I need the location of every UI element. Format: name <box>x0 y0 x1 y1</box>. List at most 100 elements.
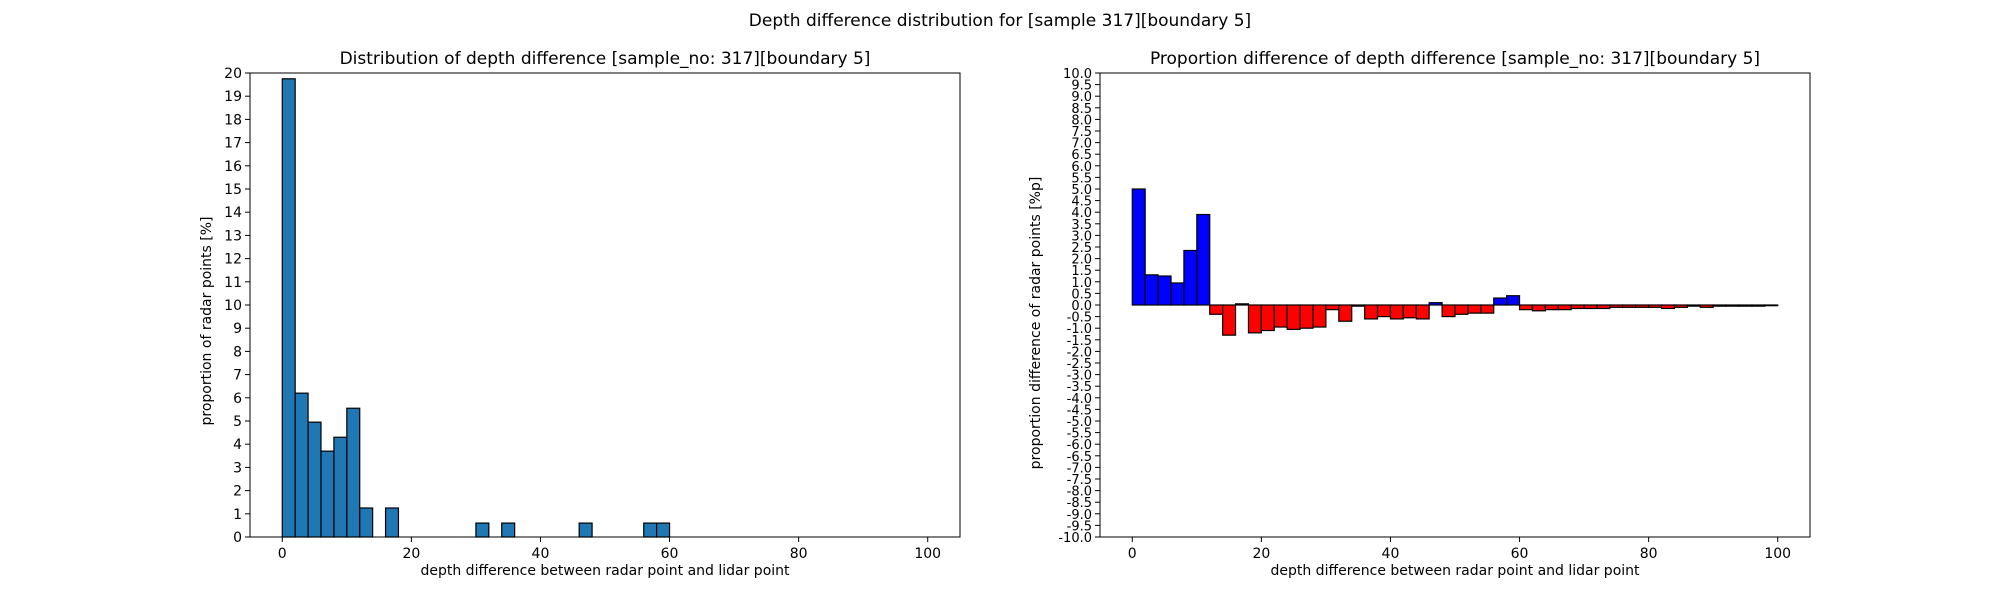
proportion-difference-y-tick-label: 8.0 <box>1071 113 1092 128</box>
proportion-difference-bar <box>1570 304 1585 310</box>
distribution-chart-frame <box>249 72 961 538</box>
distribution-y-tick-label: 17 <box>224 136 242 152</box>
proportion-difference-y-tick-label: 1.5 <box>1071 264 1092 279</box>
distribution-bar <box>359 507 374 538</box>
proportion-difference-chart-ylabel: proportion difference of radar points [%… <box>1028 177 1044 470</box>
proportion-difference-y-tick-label: 7.0 <box>1071 137 1092 152</box>
distribution-bar <box>656 522 671 538</box>
proportion-difference-bar <box>1751 304 1766 307</box>
distribution-chart-marks: 0 20 40 60 80 1000123456789101112131415161718… <box>224 66 941 562</box>
proportion-difference-y-tick-label: -1.5 <box>1067 334 1092 349</box>
proportion-difference-bar <box>1725 304 1740 307</box>
proportion-difference-y-tick-label: -6.0 <box>1067 438 1092 453</box>
distribution-bar <box>320 450 335 538</box>
distribution-y-tick-label: 15 <box>224 182 242 198</box>
distribution-x-tick-label: 40 <box>532 546 550 562</box>
proportion-difference-y-tick-label: 5.0 <box>1071 183 1092 198</box>
distribution-bar <box>475 522 490 538</box>
distribution-bar <box>578 522 593 538</box>
proportion-difference-chart-frame <box>1099 72 1811 538</box>
proportion-difference-bar <box>1170 282 1185 306</box>
proportion-difference-bar <box>1531 304 1546 312</box>
proportion-difference-bar <box>1351 304 1366 307</box>
proportion-difference-bar <box>1557 304 1572 311</box>
proportion-difference-bar <box>1622 304 1637 308</box>
proportion-difference-y-tick-label: -5.0 <box>1067 415 1092 430</box>
proportion-difference-bar <box>1312 304 1327 328</box>
proportion-difference-y-tick-label: -0.5 <box>1067 311 1092 326</box>
proportion-difference-bar <box>1157 275 1172 306</box>
proportion-difference-chart: Proportion difference of depth differenc… <box>1028 49 1811 579</box>
proportion-difference-y-tick-label: 6.0 <box>1071 160 1092 175</box>
distribution-bar <box>307 421 322 538</box>
proportion-difference-y-tick-label: -7.5 <box>1067 473 1092 488</box>
proportion-difference-bar <box>1234 303 1250 306</box>
distribution-y-tick-label: 14 <box>224 205 242 221</box>
proportion-difference-bar <box>1441 304 1456 318</box>
distribution-y-tick-label: 7 <box>233 368 242 384</box>
distribution-y-tick-label: 5 <box>233 414 242 430</box>
proportion-difference-chart-marks: 0 20 40 60 80 100 -10.0-9.5-9.0-8.5-8.0-7.5-7.… <box>1058 67 1791 562</box>
proportion-difference-x-tick-label: 60 <box>1511 546 1529 562</box>
proportion-difference-bar <box>1376 304 1392 318</box>
distribution-y-tick-label: 10 <box>224 298 242 314</box>
distribution-x-tick-label: 80 <box>790 546 808 562</box>
proportion-difference-bar <box>1712 304 1727 307</box>
distribution-chart-title: Distribution of depth difference [sample… <box>340 49 871 69</box>
distribution-x-tick-label: 60 <box>661 546 679 562</box>
proportion-difference-y-tick-label: 7.5 <box>1071 125 1092 140</box>
proportion-difference-bar <box>1493 297 1508 306</box>
proportion-difference-bar <box>1196 213 1211 306</box>
proportion-difference-bar <box>1338 304 1353 322</box>
proportion-difference-y-tick-label: 2.5 <box>1071 241 1092 256</box>
distribution-y-tick-label: 3 <box>233 460 242 476</box>
proportion-difference-bar <box>1454 304 1469 315</box>
distribution-y-tick-label: 2 <box>233 484 242 500</box>
distribution-x-tick-label: 0 <box>278 546 287 562</box>
proportion-difference-y-tick-label: -8.0 <box>1067 485 1092 500</box>
proportion-difference-bar <box>1364 304 1379 320</box>
proportion-difference-y-tick-label: -1.0 <box>1067 322 1092 337</box>
proportion-difference-bar <box>1222 304 1237 336</box>
proportion-difference-bar <box>1260 304 1275 332</box>
proportion-difference-bar <box>1583 304 1598 310</box>
proportion-difference-y-tick-label: -4.5 <box>1067 403 1092 418</box>
distribution-bar <box>643 522 658 538</box>
proportion-difference-y-tick-label: 0.5 <box>1071 287 1092 302</box>
distribution-y-tick-label: 18 <box>224 112 242 128</box>
proportion-difference-y-tick-label: 6.5 <box>1071 148 1092 163</box>
distribution-y-tick-label: 19 <box>224 89 242 105</box>
proportion-difference-y-tick-label: 9.5 <box>1071 79 1092 94</box>
proportion-difference-x-tick-label: 20 <box>1252 546 1270 562</box>
proportion-difference-y-tick-label: -3.5 <box>1067 380 1092 395</box>
proportion-difference-x-tick-label: 80 <box>1640 546 1658 562</box>
proportion-difference-y-tick-label: 10.0 <box>1063 67 1092 82</box>
proportion-difference-y-tick-label: 1.0 <box>1071 276 1092 291</box>
distribution-bar <box>501 522 516 538</box>
proportion-difference-bar <box>1286 304 1301 330</box>
proportion-difference-bar <box>1299 304 1314 329</box>
distribution-y-tick-label: 0 <box>233 530 242 546</box>
distribution-bar <box>333 436 348 538</box>
proportion-difference-x-tick-label: 40 <box>1382 546 1400 562</box>
distribution-y-tick-label: 12 <box>224 252 242 268</box>
proportion-difference-y-tick-label: -7.0 <box>1067 461 1092 476</box>
distribution-y-tick-label: 4 <box>233 437 242 453</box>
proportion-difference-bar <box>1660 304 1676 310</box>
proportion-difference-bar <box>1389 304 1404 320</box>
proportion-difference-bar <box>1209 304 1224 315</box>
proportion-difference-y-tick-label: -9.5 <box>1067 519 1092 534</box>
proportion-difference-y-tick-label: 8.5 <box>1071 102 1092 117</box>
distribution-y-tick-label: 11 <box>224 275 242 291</box>
distribution-bar <box>281 78 296 538</box>
distribution-chart-ylabel: proportion of radar points [%] <box>199 216 215 425</box>
distribution-x-tick-label: 100 <box>914 546 941 562</box>
proportion-difference-y-tick-label: -5.5 <box>1067 427 1092 442</box>
figure-suptitle: Depth difference distribution for [sampl… <box>749 11 1251 31</box>
proportion-difference-y-tick-label: -10.0 <box>1058 531 1092 546</box>
distribution-y-tick-label: 6 <box>233 391 242 407</box>
distribution-bar <box>346 407 361 538</box>
proportion-difference-y-tick-label: 4.0 <box>1071 206 1092 221</box>
proportion-difference-bar <box>1738 304 1753 307</box>
